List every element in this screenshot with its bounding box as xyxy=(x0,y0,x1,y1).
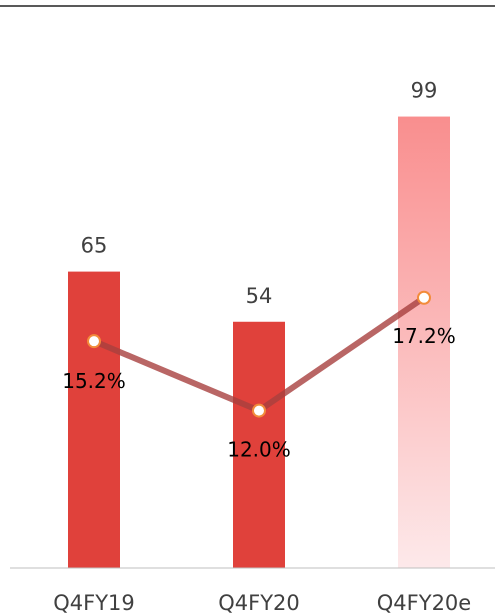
bar-q4fy19 xyxy=(68,272,120,568)
line-value-label: 15.2% xyxy=(62,369,126,393)
line-point-q4fy20 xyxy=(253,405,265,417)
line-point-q4fy19 xyxy=(88,335,100,347)
x-tick-label: Q4FY20e xyxy=(377,591,471,614)
x-tick-label: Q4FY19 xyxy=(53,591,135,614)
x-tick-label: Q4FY20 xyxy=(218,591,300,614)
line-value-label: 12.0% xyxy=(227,438,291,462)
bar-value-label: 99 xyxy=(411,79,438,103)
line-value-label: 17.2% xyxy=(392,324,456,348)
bar-value-label: 54 xyxy=(246,284,273,308)
bar-value-label: 65 xyxy=(81,234,108,258)
line-point-q4fy20e xyxy=(418,292,430,304)
